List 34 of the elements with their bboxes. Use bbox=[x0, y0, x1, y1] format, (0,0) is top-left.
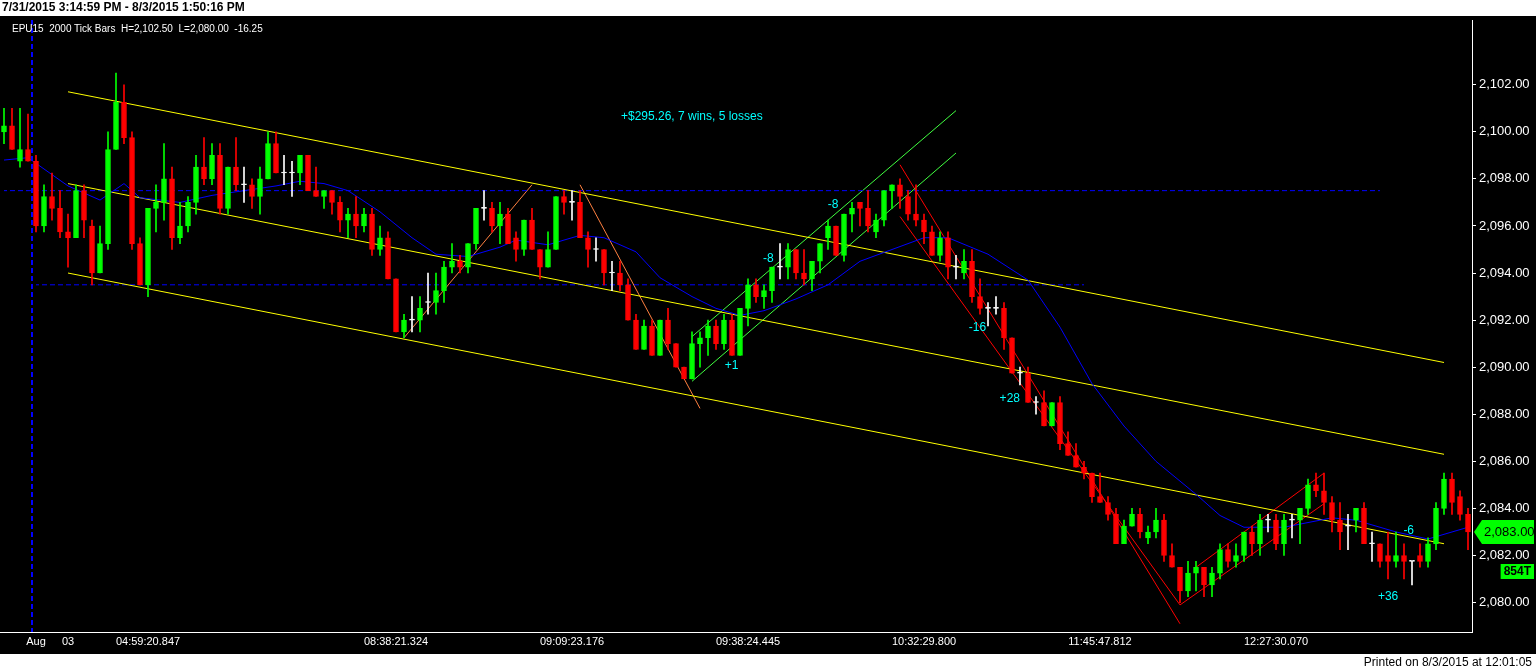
y-tick-label: 2,080.00 bbox=[1479, 594, 1530, 610]
y-tick-label: 2,090.00 bbox=[1479, 358, 1530, 374]
y-tick-label: 2,100.00 bbox=[1479, 123, 1530, 139]
y-tick-label: 2,102.00 bbox=[1479, 76, 1530, 92]
x-tick-label: 03 bbox=[61, 634, 75, 647]
y-tick-label: 2,088.00 bbox=[1479, 405, 1530, 421]
y-tick-label: 2,098.00 bbox=[1479, 170, 1530, 186]
text: 2,083.00 bbox=[1484, 523, 1535, 539]
y-tick-label: 2,096.00 bbox=[1479, 217, 1530, 233]
y-tick-label: 2,094.00 bbox=[1479, 264, 1530, 280]
x-tick-label: 09:09:23.176 bbox=[539, 634, 605, 647]
text: 854T bbox=[1503, 564, 1532, 579]
x-tick-label: 12:27:30.070 bbox=[1243, 634, 1309, 647]
y-tick-label: 2,086.00 bbox=[1479, 452, 1530, 468]
x-tick-label: 10:32:29.800 bbox=[891, 634, 957, 647]
annotation: +28 bbox=[999, 390, 1021, 405]
annotation: +36 bbox=[1377, 589, 1399, 604]
annotation: -8 bbox=[827, 197, 839, 212]
chart-subtitle: EPU15 2000 Tick Bars H=2,102.50 L=2,080.00 -16.25 bbox=[12, 22, 264, 34]
x-tick-label: 09:38:24.445 bbox=[715, 634, 781, 647]
x-tick-label: 08:38:21.324 bbox=[363, 634, 429, 647]
text: Printed on 8/3/2015 at 12:01:05 bbox=[1363, 655, 1533, 670]
y-tick-label: 2,082.00 bbox=[1479, 547, 1530, 563]
chart-title: 7/31/2015 3:14:59 PM - 8/3/2015 1:50:16 PM bbox=[2, 0, 245, 15]
x-tick-label: Aug bbox=[26, 634, 46, 647]
annotation: +$295.26, 7 wins, 5 losses bbox=[620, 109, 763, 124]
annotation: +1 bbox=[724, 358, 739, 373]
y-tick-label: 2,084.00 bbox=[1479, 500, 1530, 515]
annotation: -8 bbox=[763, 250, 775, 265]
annotation: -16 bbox=[968, 319, 987, 334]
x-tick-label: 04:59:20.847 bbox=[115, 634, 181, 647]
annotation: -6 bbox=[1403, 523, 1415, 538]
y-tick-label: 2,092.00 bbox=[1479, 311, 1530, 327]
x-tick-label: 11:45:47.812 bbox=[1068, 634, 1132, 647]
